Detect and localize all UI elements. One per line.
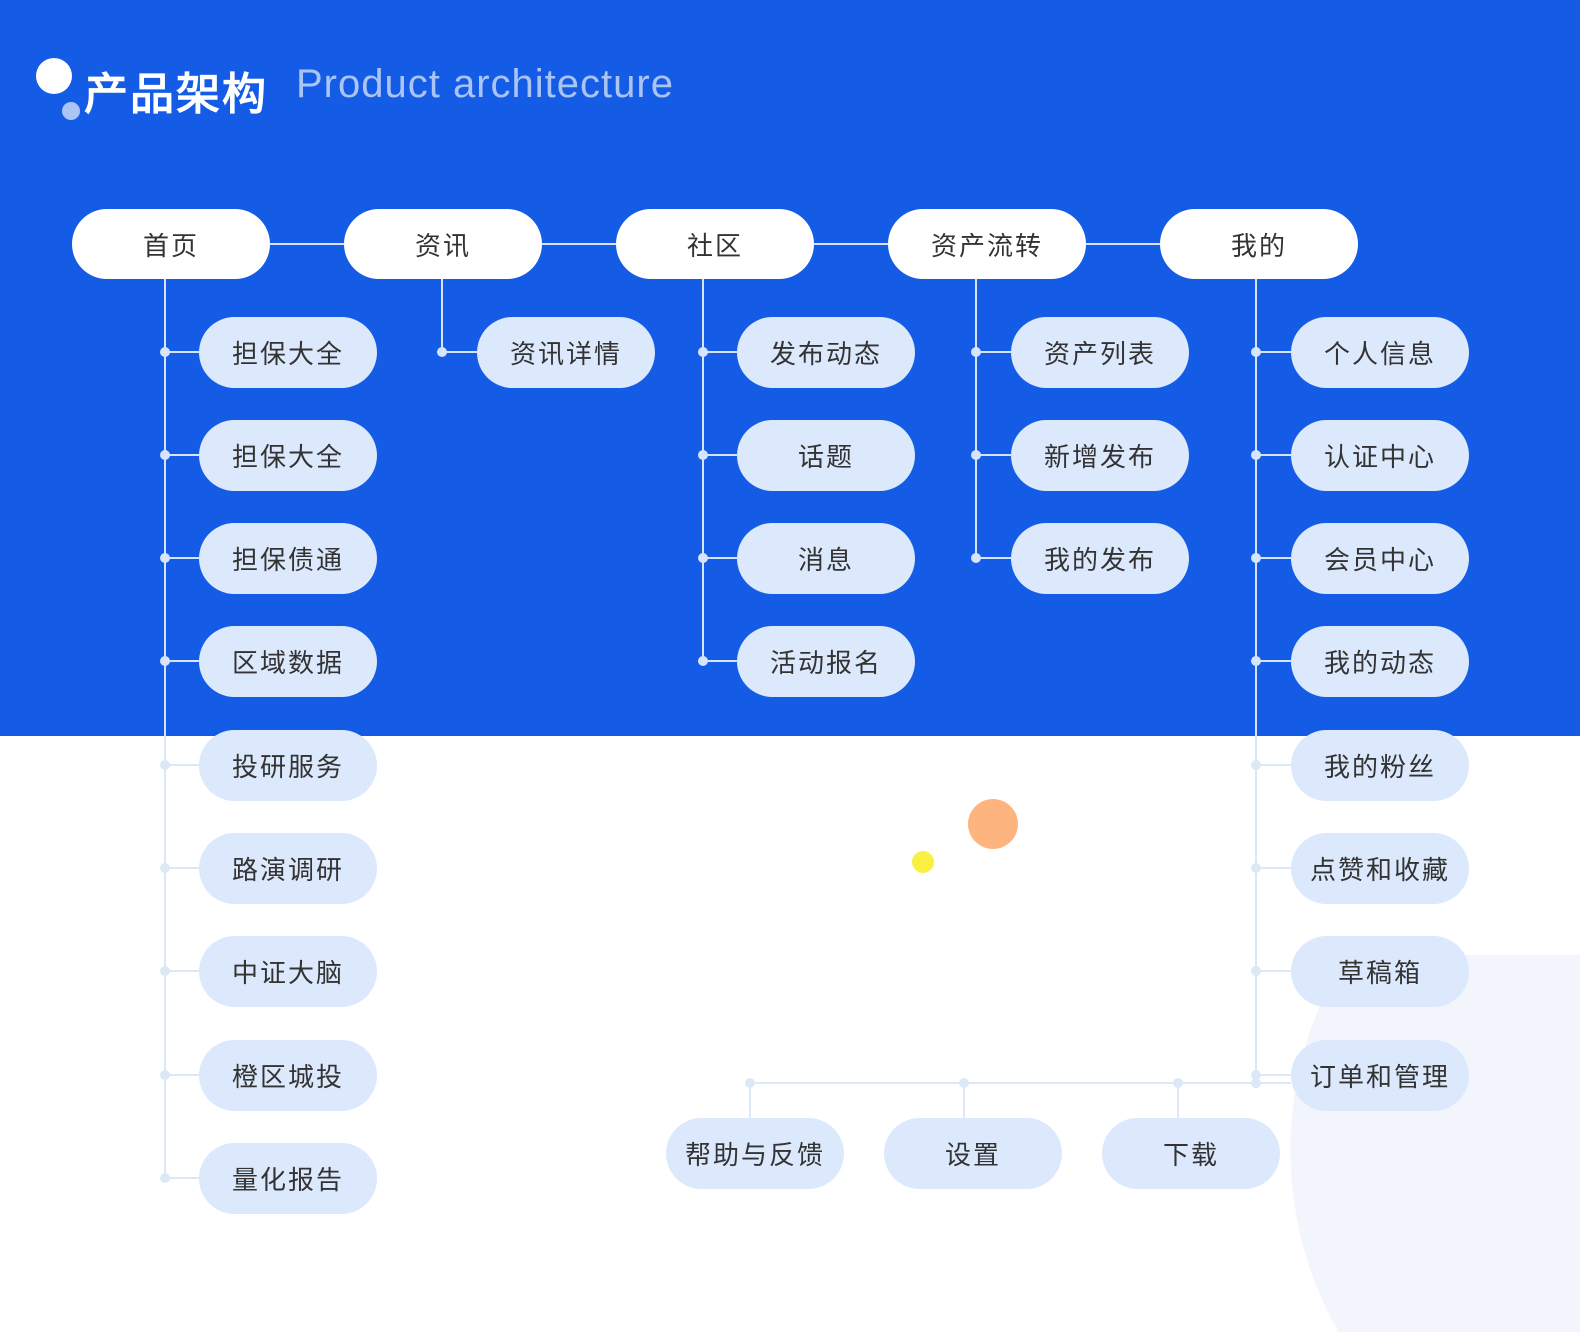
connector-dot — [1251, 863, 1261, 873]
connector-dot — [160, 966, 170, 976]
top-node[interactable]: 社区 — [616, 209, 814, 279]
connector-dot — [745, 1078, 755, 1088]
child-node[interactable]: 资产列表 — [1011, 317, 1189, 388]
connector-dot — [1251, 347, 1261, 357]
top-node[interactable]: 我的 — [1160, 209, 1358, 279]
decorative-circle — [1290, 955, 1580, 1332]
child-node[interactable]: 订单和管理 — [1291, 1040, 1469, 1111]
child-node[interactable]: 投研服务 — [199, 730, 377, 801]
child-node[interactable]: 担保大全 — [199, 420, 377, 491]
connector-dot — [698, 656, 708, 666]
connector-dot — [437, 347, 447, 357]
connector-dot — [1251, 656, 1261, 666]
decorative-yellow-dot — [912, 851, 934, 873]
connector-dot — [160, 760, 170, 770]
connector-dot — [971, 347, 981, 357]
child-node[interactable]: 消息 — [737, 523, 915, 594]
connector-dot — [160, 1173, 170, 1183]
child-node[interactable]: 认证中心 — [1291, 420, 1469, 491]
child-node[interactable]: 我的发布 — [1011, 523, 1189, 594]
child-node[interactable]: 点赞和收藏 — [1291, 833, 1469, 904]
child-node[interactable]: 我的粉丝 — [1291, 730, 1469, 801]
connector-dot — [160, 863, 170, 873]
connector-dot — [160, 553, 170, 563]
child-node[interactable]: 下载 — [1102, 1118, 1280, 1189]
connector-dot — [160, 656, 170, 666]
child-node[interactable]: 活动报名 — [737, 626, 915, 697]
connector-dot — [1251, 966, 1261, 976]
connector-dot — [698, 347, 708, 357]
child-node[interactable]: 橙区城投 — [199, 1040, 377, 1111]
connector-dot — [160, 347, 170, 357]
child-node[interactable]: 担保大全 — [199, 317, 377, 388]
connector-dot — [1251, 450, 1261, 460]
child-node[interactable]: 路演调研 — [199, 833, 377, 904]
child-node[interactable]: 资讯详情 — [477, 317, 655, 388]
page-title: 产品架构 — [84, 69, 268, 120]
connector-dot — [1251, 760, 1261, 770]
top-node[interactable]: 资讯 — [344, 209, 542, 279]
connector-dot — [160, 450, 170, 460]
child-node[interactable]: 发布动态 — [737, 317, 915, 388]
connector-dot — [971, 450, 981, 460]
logo-dot-icon — [36, 58, 72, 94]
top-node[interactable]: 首页 — [72, 209, 270, 279]
child-node[interactable]: 我的动态 — [1291, 626, 1469, 697]
child-node[interactable]: 新增发布 — [1011, 420, 1189, 491]
child-node[interactable]: 个人信息 — [1291, 317, 1469, 388]
page-subtitle: Product architecture — [296, 62, 674, 106]
child-node[interactable]: 中证大脑 — [199, 936, 377, 1007]
connector-dot — [1251, 553, 1261, 563]
logo-dot-small-icon — [62, 102, 80, 120]
connector-dot — [160, 1070, 170, 1080]
connector-dot — [1173, 1078, 1183, 1088]
connector-dot — [1251, 1070, 1261, 1080]
connector-dot — [971, 553, 981, 563]
child-node[interactable]: 区域数据 — [199, 626, 377, 697]
connector-dot — [959, 1078, 969, 1088]
child-node[interactable]: 会员中心 — [1291, 523, 1469, 594]
decorative-orange-dot — [968, 799, 1018, 849]
child-node[interactable]: 话题 — [737, 420, 915, 491]
child-node[interactable]: 担保债通 — [199, 523, 377, 594]
child-node[interactable]: 量化报告 — [199, 1143, 377, 1214]
child-node[interactable]: 帮助与反馈 — [666, 1118, 844, 1189]
top-node[interactable]: 资产流转 — [888, 209, 1086, 279]
connector-dot — [1251, 1078, 1261, 1088]
connector-dot — [698, 450, 708, 460]
connector-dot — [698, 553, 708, 563]
child-node[interactable]: 设置 — [884, 1118, 1062, 1189]
child-node[interactable]: 草稿箱 — [1291, 936, 1469, 1007]
